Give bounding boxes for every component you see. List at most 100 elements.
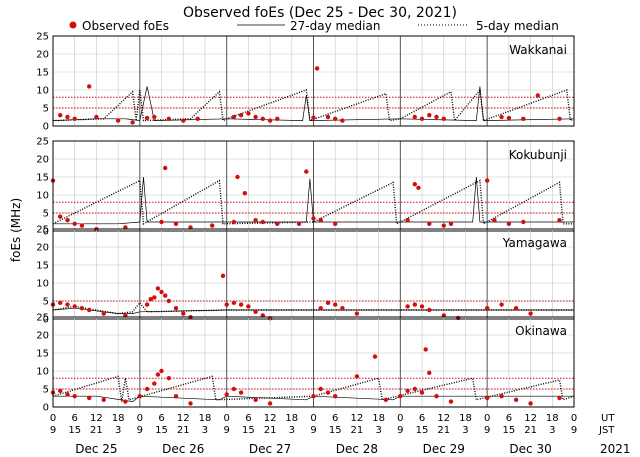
jst-axis-label: JST: [598, 425, 615, 436]
data-point: [65, 302, 70, 307]
data-point: [231, 386, 237, 392]
ut-tick-label: 0: [571, 413, 577, 424]
ut-tick-label: 6: [419, 413, 425, 424]
panel-frame: [52, 35, 575, 127]
y-tick-label: 25: [36, 313, 49, 324]
data-point: [557, 395, 562, 401]
data-point: [405, 388, 410, 393]
data-point: [333, 394, 338, 399]
data-point: [318, 218, 323, 223]
ut-tick-label: 6: [245, 413, 251, 424]
data-point: [173, 221, 179, 226]
data-point: [419, 304, 425, 309]
day-label: Dec 26: [162, 442, 204, 456]
data-point: [238, 390, 244, 395]
ut-tick-label: 0: [50, 413, 56, 424]
day-label: Dec 30: [509, 442, 551, 456]
data-point: [159, 368, 164, 374]
data-point: [441, 116, 446, 122]
data-point: [72, 116, 77, 122]
ut-tick-label: 12: [90, 413, 103, 424]
series-line-27-day-median: [53, 176, 574, 225]
jst-tick-label: 15: [503, 425, 516, 436]
data-point: [65, 114, 70, 120]
legend: Observed foEs 27-day median 5-day median: [69, 19, 559, 33]
chart-title: Observed foEs (Dec 25 - Dec 30, 2021): [183, 5, 457, 21]
data-point: [521, 219, 526, 225]
data-point: [152, 381, 157, 386]
y-tick-label: 0: [43, 122, 49, 133]
data-point: [275, 116, 280, 122]
ut-tick-label: 6: [332, 413, 338, 424]
jst-tick-label: 9: [310, 425, 316, 436]
jst-tick-label: 9: [571, 425, 577, 436]
data-point: [79, 223, 85, 228]
day-label: Dec 29: [423, 442, 465, 456]
data-point: [485, 395, 490, 401]
ut-tick-label: 18: [546, 413, 559, 424]
data-point: [231, 114, 237, 120]
ut-tick-label: 12: [437, 413, 450, 424]
jst-tick-label: 15: [242, 425, 255, 436]
data-point: [159, 219, 164, 225]
panel-wakkanai: 0 5 10 15 20 25 Wakkanai: [36, 32, 575, 133]
y-tick-label: 5: [43, 104, 49, 115]
data-point: [340, 118, 345, 123]
data-point: [448, 399, 454, 404]
data-point: [427, 113, 432, 118]
y-tick-label: 10: [36, 191, 49, 202]
ut-tick-label: 6: [506, 413, 512, 424]
y-tick-label: 5: [43, 385, 49, 396]
data-point: [383, 397, 389, 402]
data-point: [405, 218, 410, 223]
jst-tick-label: 9: [223, 425, 229, 436]
ut-tick-label: 0: [397, 413, 403, 424]
data-point: [333, 302, 338, 307]
jst-tick-label: 21: [351, 425, 364, 436]
data-point: [148, 297, 153, 302]
jst-tick-label: 15: [329, 425, 342, 436]
data-point: [412, 302, 417, 307]
panel-kokubunji: 0 5 10 15 20 25 Kokubunji: [36, 137, 575, 238]
y-tick-label: 15: [36, 68, 49, 79]
data-point: [137, 394, 142, 399]
panel-yamagawa: 0 5 10 15 20 25 Yamagawa: [36, 225, 575, 326]
data-point: [419, 390, 425, 395]
panel-okinawa: 0 5 10 15 20 25 Okinawa: [36, 313, 575, 414]
data-point: [224, 302, 229, 307]
panels: 0 5 10 15 20 25 Wakkanai 0 5 10 15 20 25 Kokubunji 0 5 1…: [36, 32, 575, 414]
data-point: [311, 115, 316, 120]
data-point: [238, 113, 244, 118]
ut-axis-label: UT: [601, 413, 615, 424]
jst-tick-label: 15: [68, 425, 81, 436]
data-point: [275, 221, 280, 226]
ut-tick-label: 0: [310, 413, 316, 424]
jst-tick-label: 9: [484, 425, 490, 436]
data-point: [155, 372, 161, 377]
y-tick-label: 0: [43, 315, 49, 326]
data-point: [485, 306, 490, 311]
legend-observed-marker: [69, 21, 77, 29]
data-point: [427, 370, 432, 375]
y-tick-label: 10: [36, 86, 49, 97]
data-point: [220, 273, 226, 278]
y-tick-label: 5: [43, 297, 49, 308]
data-point: [253, 309, 258, 314]
data-point: [492, 218, 497, 223]
data-point: [260, 313, 265, 318]
y-tick-label: 20: [36, 243, 49, 254]
data-point: [333, 221, 338, 226]
data-point: [163, 165, 168, 171]
data-point: [144, 386, 150, 392]
y-tick-label: 0: [43, 403, 49, 414]
data-point: [173, 394, 179, 399]
ut-tick-label: 18: [112, 413, 125, 424]
data-point: [210, 223, 215, 228]
data-point: [485, 178, 490, 183]
data-point: [72, 221, 77, 226]
y-tick-label: 15: [36, 173, 49, 184]
data-point: [557, 218, 562, 223]
data-point: [87, 84, 92, 89]
data-point: [87, 307, 92, 313]
data-point: [398, 394, 403, 399]
